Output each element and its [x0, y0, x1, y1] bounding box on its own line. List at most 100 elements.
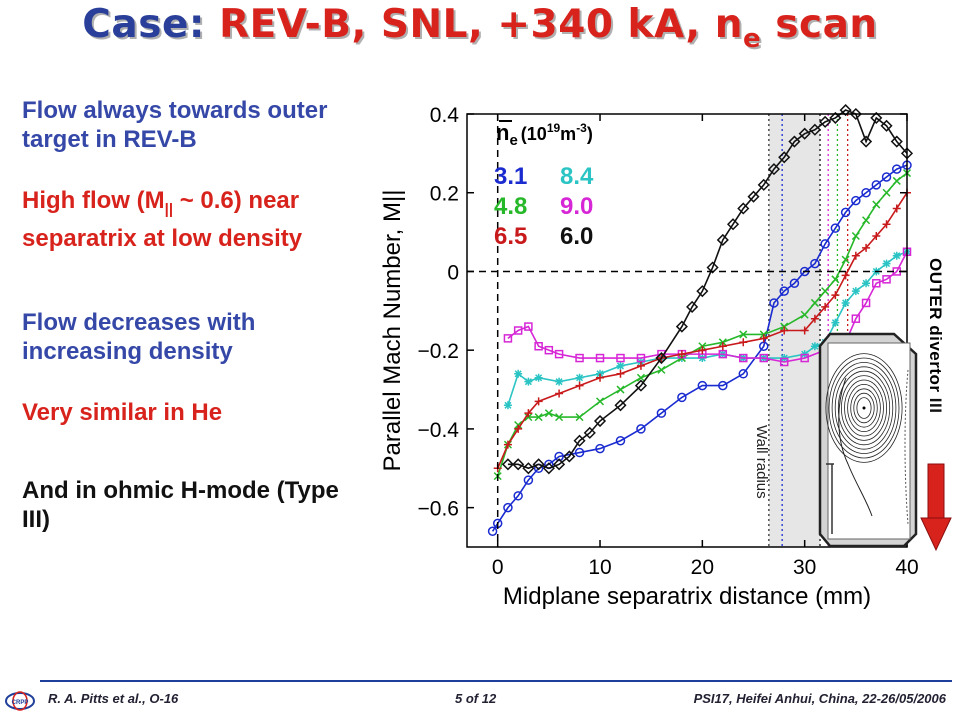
data-point — [739, 330, 748, 339]
bullet-ohmic-hmode: And in ohmic H-mode (Type III) — [22, 477, 339, 533]
data-point — [831, 318, 840, 327]
data-point — [523, 475, 534, 485]
data-point — [881, 172, 892, 182]
flux-surface — [847, 384, 881, 433]
data-point — [542, 462, 555, 475]
y-tick-label: 0 — [447, 261, 459, 284]
data-point — [892, 164, 902, 174]
data-point — [892, 251, 901, 260]
flux-surface — [856, 397, 872, 419]
data-point — [849, 107, 862, 121]
bullet-flow-direction: Flow always towards outer target in REV-… — [22, 97, 328, 153]
series-line — [507, 109, 908, 470]
legend-header-e: e — [509, 132, 517, 149]
legend-header-n: n — [496, 120, 509, 145]
data-point — [595, 397, 605, 406]
data-point — [636, 353, 646, 363]
data-point — [514, 369, 523, 378]
flux-surface — [837, 370, 891, 446]
y-tick-label: −0.2 — [418, 340, 459, 363]
data-point — [872, 279, 881, 288]
flux-surface — [828, 357, 900, 459]
data-point — [819, 115, 832, 128]
data-point — [767, 163, 781, 176]
data-point — [851, 251, 860, 260]
legend-entry-6.0: 6.0 — [560, 223, 593, 250]
flux-surface — [825, 353, 903, 463]
data-point — [841, 271, 850, 280]
data-point — [575, 381, 584, 390]
data-point — [829, 111, 842, 124]
data-point — [677, 392, 687, 403]
flux-surface — [850, 388, 878, 428]
data-point — [718, 342, 727, 351]
data-point — [789, 278, 800, 289]
data-point — [861, 298, 871, 308]
legend-header-exp: 19 — [547, 121, 561, 135]
legend-header: ne (1019m-3) — [496, 120, 593, 149]
data-point — [800, 353, 809, 363]
data-point — [636, 373, 645, 382]
data-point — [840, 207, 851, 218]
data-point — [739, 353, 748, 363]
series-line — [496, 192, 908, 469]
data-point — [851, 231, 860, 241]
data-point — [575, 413, 584, 422]
footer-authors: R. A. Pitts et al., O-16 — [48, 691, 179, 706]
data-point — [716, 233, 729, 247]
data-point — [534, 373, 543, 382]
bullet-flow-decreases: Flow decreases with increasing density — [22, 309, 256, 365]
bullet-high-flow-post: ~ 0.6) near separatrix at low density — [22, 187, 303, 252]
footer-conference: PSI17, Heifei Anhui, China, 22-26/05/200… — [693, 691, 946, 706]
data-point — [841, 298, 850, 307]
data-point — [747, 190, 760, 203]
data-point — [544, 409, 553, 418]
tokamak-inset — [818, 332, 918, 548]
legend-header-exp2: -3 — [576, 121, 587, 135]
data-point — [831, 275, 840, 284]
data-point — [513, 491, 523, 501]
outer-flux-line — [904, 369, 909, 525]
data-point — [759, 334, 768, 343]
outer-divertor-label: OUTER divertor III — [915, 258, 945, 413]
data-point — [779, 357, 789, 367]
legend-entry-9.0: 9.0 — [560, 193, 593, 220]
y-axis-label: Parallel Mach Number, M|| — [379, 190, 406, 472]
data-point — [487, 526, 498, 537]
separatrix-leg — [838, 377, 873, 517]
data-point — [737, 202, 750, 215]
legend-entry-6.5: 6.5 — [494, 223, 527, 250]
data-point — [821, 287, 830, 296]
data-point — [501, 458, 514, 471]
data-point — [636, 361, 645, 370]
data-point — [821, 302, 830, 311]
x-tick-label: 20 — [691, 556, 714, 579]
data-point — [780, 326, 789, 335]
data-point — [810, 314, 819, 323]
data-point — [686, 300, 699, 313]
data-point — [882, 275, 891, 284]
y-tick-label: −0.6 — [418, 498, 459, 521]
data-point — [514, 424, 523, 433]
data-point — [718, 380, 728, 391]
data-point — [798, 127, 811, 140]
data-point — [698, 346, 707, 355]
legend-entry-4.8: 4.8 — [494, 193, 527, 220]
footer: CRPP R. A. Pitts et al., O-16 5 of 12 PS… — [0, 678, 960, 720]
bullet-high-flow: High flow (M|| ~ 0.6) near separatrix at… — [22, 186, 367, 253]
data-point — [553, 458, 566, 471]
x-tick-label: 10 — [588, 556, 611, 579]
x-axis-label: Midplane separatrix distance (mm) — [503, 583, 871, 610]
data-point — [534, 413, 543, 422]
data-point — [616, 369, 625, 378]
bullet-high-flow-sub: || — [164, 200, 174, 218]
data-point — [808, 123, 821, 136]
data-point — [882, 259, 891, 268]
data-point — [882, 220, 891, 229]
plot-frame — [466, 113, 908, 548]
data-point — [634, 379, 648, 392]
data-point — [555, 413, 564, 422]
bullet-helium: Very similar in He — [22, 399, 223, 426]
data-point — [636, 424, 646, 434]
series-6.5 — [493, 188, 911, 473]
